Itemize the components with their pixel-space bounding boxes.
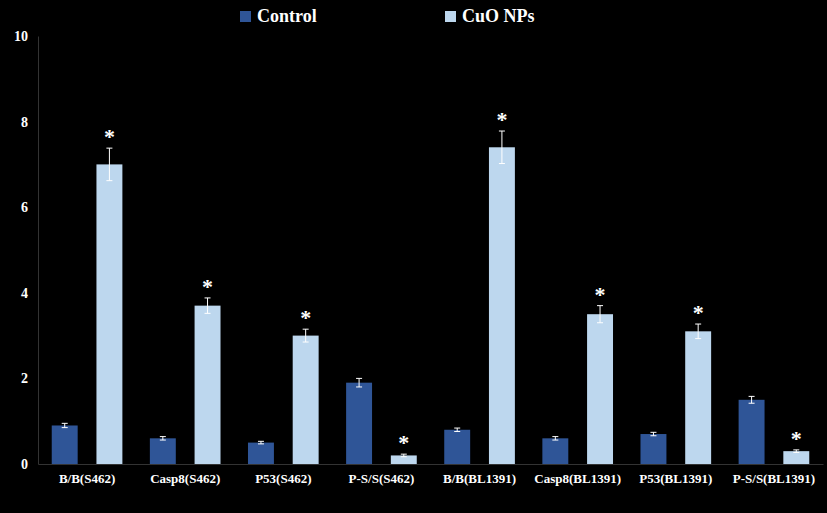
error-bar [205, 298, 211, 313]
plot: 0 2 4 6 8 10 B/B(S462) Casp8(S462) P53(S462) P-S/… [14, 29, 824, 486]
error-bar [695, 324, 701, 339]
y-axis-line [38, 37, 39, 465]
significance-mark: * [398, 430, 409, 455]
bar [587, 314, 613, 464]
x-tick: B/B(S462) [59, 464, 115, 486]
annotations: * * * * * * * * [104, 107, 802, 455]
error-bar [650, 432, 656, 435]
y-tick-label: 6 [21, 200, 28, 215]
bar [783, 451, 809, 464]
y-tick-label: 0 [21, 457, 28, 472]
error-bar [356, 378, 362, 387]
error-bar [749, 396, 755, 403]
significance-mark: * [300, 305, 311, 330]
legend-swatch [445, 11, 456, 22]
bar [739, 400, 765, 464]
significance-mark: * [496, 107, 507, 132]
y-axis: 0 2 4 6 8 10 [14, 29, 39, 472]
x-tick: P-S/S(S462) [349, 464, 415, 486]
legend: Control CuO NPs [240, 6, 535, 26]
marks [52, 131, 810, 464]
bar [346, 383, 372, 464]
error-bar [160, 437, 166, 440]
y-tick-label: 2 [21, 371, 28, 386]
bar [248, 443, 274, 464]
error-bar [597, 306, 603, 323]
x-tick: Casp8(BL1391) [534, 464, 621, 486]
error-bar [499, 131, 505, 164]
y-tick: 10 [14, 29, 38, 44]
x-tick: Casp8(S462) [150, 464, 220, 486]
chart: 0 2 4 6 8 10 B/B(S462) Casp8(S462) P53(S462) P-S/… [0, 0, 827, 513]
x-tick-label: P-S/S(BL1391) [733, 471, 815, 486]
legend-swatch [240, 11, 251, 22]
significance-mark: * [791, 426, 802, 451]
x-tick-label: P53(BL1391) [639, 471, 712, 486]
bar [195, 306, 221, 464]
y-tick-label: 10 [14, 29, 28, 44]
x-tick-label: B/B(S462) [59, 471, 115, 486]
legend-item: Control [240, 6, 317, 26]
error-bar [454, 428, 460, 431]
legend-item: CuO NPs [445, 6, 535, 26]
x-tick: P53(S462) [255, 464, 311, 486]
y-tick: 0 [21, 457, 38, 472]
significance-mark: * [595, 282, 606, 307]
y-tick: 2 [21, 371, 38, 386]
y-tick: 4 [21, 286, 38, 301]
error-bar [303, 329, 309, 342]
bar [52, 425, 78, 464]
x-tick-label: Casp8(BL1391) [534, 471, 621, 486]
y-tick-label: 8 [21, 115, 28, 130]
x-tick: P-S/S(BL1391) [733, 464, 815, 486]
bar [96, 164, 122, 464]
x-axis: B/B(S462) Casp8(S462) P53(S462) P-S/S(S462)… [39, 464, 824, 486]
series-1 [96, 131, 809, 464]
significance-mark: * [104, 124, 115, 149]
error-bar [552, 437, 558, 440]
x-axis-line [39, 464, 824, 465]
error-bar [258, 441, 264, 444]
y-tick: 6 [21, 200, 38, 215]
y-tick: 8 [21, 115, 38, 130]
x-tick-label: Casp8(S462) [150, 471, 220, 486]
x-tick: B/B(BL1391) [443, 464, 516, 486]
error-bar [106, 148, 112, 181]
significance-mark: * [693, 300, 704, 325]
series-0 [52, 378, 765, 464]
y-tick-label: 4 [21, 286, 28, 301]
bar [489, 147, 515, 464]
legend-label: Control [257, 6, 317, 26]
bar [542, 438, 568, 464]
bar [640, 434, 666, 464]
bar [293, 336, 319, 464]
x-tick-label: B/B(BL1391) [443, 471, 516, 486]
bar [150, 438, 176, 464]
x-tick-label: P53(S462) [255, 471, 311, 486]
significance-mark: * [202, 274, 213, 299]
x-tick: P53(BL1391) [639, 464, 712, 486]
legend-label: CuO NPs [462, 6, 535, 26]
x-tick-label: P-S/S(S462) [349, 471, 415, 486]
bar [685, 331, 711, 464]
error-bar [62, 423, 68, 427]
bar [444, 430, 470, 464]
